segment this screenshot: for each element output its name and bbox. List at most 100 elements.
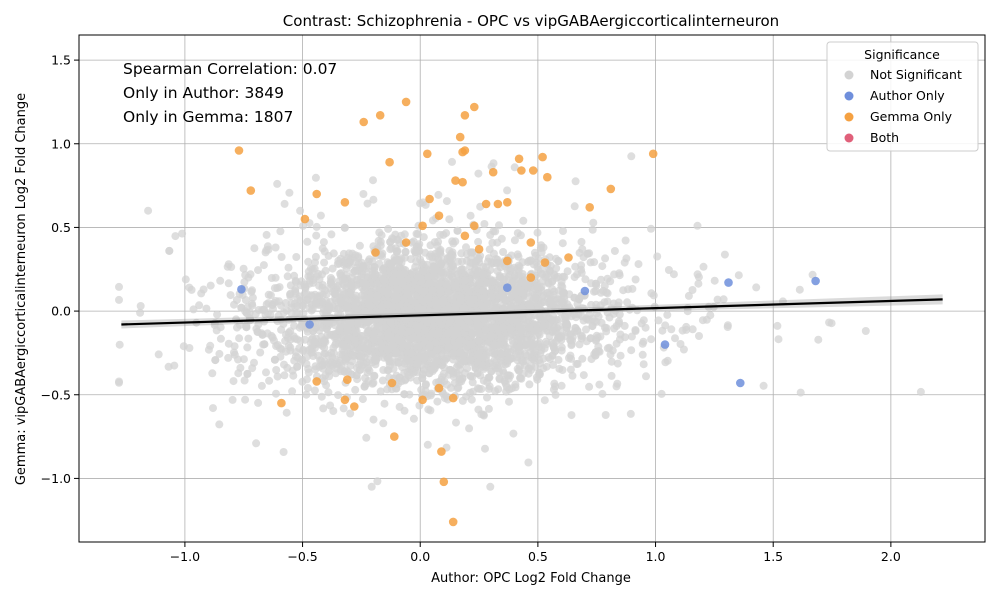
not-significant-point (376, 387, 385, 396)
not-significant-point (423, 440, 432, 449)
not-significant-point (271, 273, 280, 282)
not-significant-point (311, 299, 320, 308)
not-significant-point (273, 341, 282, 349)
not-significant-point (607, 357, 616, 366)
not-significant-point (224, 353, 233, 362)
legend-marker-not-significant (844, 70, 854, 80)
not-significant-point (424, 405, 433, 414)
not-significant-point (613, 359, 622, 368)
not-significant-point (443, 329, 452, 338)
not-significant-point (298, 377, 307, 386)
not-significant-point (363, 199, 372, 208)
not-significant-point (455, 318, 464, 327)
not-significant-point (291, 303, 300, 311)
not-significant-point (483, 393, 491, 402)
not-significant-point (559, 227, 567, 235)
not-significant-point (478, 353, 487, 362)
not-significant-point (639, 337, 648, 346)
not-significant-point (444, 288, 453, 297)
not-significant-point (562, 319, 571, 328)
not-significant-point (290, 271, 299, 280)
not-significant-point (449, 349, 458, 358)
y-tick-label: 0.5 (51, 220, 71, 235)
gemma-only-point (340, 395, 350, 405)
legend-label-gemma-only: Gemma Only (870, 109, 953, 124)
not-significant-point (361, 307, 370, 316)
not-significant-point (444, 318, 453, 327)
y-tick-label: 0.0 (51, 304, 71, 319)
not-significant-point (277, 325, 286, 334)
not-significant-point (671, 334, 679, 343)
x-tick-label: 0.5 (528, 549, 548, 564)
not-significant-point (437, 272, 446, 281)
not-significant-point (591, 348, 600, 357)
not-significant-point (413, 230, 422, 239)
not-significant-point (408, 268, 417, 277)
gemma-only-point (606, 184, 616, 194)
not-significant-point (343, 302, 352, 311)
not-significant-point (561, 312, 570, 321)
not-significant-point (292, 348, 300, 357)
not-significant-point (478, 362, 486, 371)
not-significant-point (601, 254, 610, 263)
not-significant-point (383, 300, 392, 309)
not-significant-point (424, 295, 433, 303)
not-significant-point (683, 307, 692, 316)
not-significant-point (397, 328, 406, 337)
not-significant-point (413, 326, 422, 334)
not-significant-point (242, 323, 251, 332)
not-significant-point (459, 357, 468, 366)
not-significant-point (334, 281, 342, 290)
not-significant-point (327, 358, 336, 367)
gemma-only-point (488, 167, 498, 177)
not-significant-point (474, 237, 483, 246)
not-significant-point (624, 285, 633, 294)
not-significant-point (474, 336, 483, 345)
not-significant-point (303, 237, 312, 246)
not-significant-point (490, 312, 499, 321)
gemma-only-point (375, 111, 385, 120)
not-significant-point (392, 349, 401, 358)
not-significant-point (310, 386, 319, 395)
not-significant-point (638, 350, 647, 359)
not-significant-point (507, 316, 516, 325)
not-significant-point (213, 310, 222, 319)
gemma-only-point (418, 395, 427, 405)
not-significant-point (171, 232, 180, 241)
not-significant-point (578, 354, 587, 363)
not-significant-point (348, 351, 357, 360)
chart-title: Contrast: Schizophrenia - OPC vs vipGABA… (283, 12, 779, 30)
not-significant-point (370, 316, 379, 325)
not-significant-point (288, 387, 297, 396)
not-significant-point (491, 227, 500, 236)
gemma-only-point (538, 152, 547, 162)
not-significant-point (389, 341, 397, 350)
not-significant-point (486, 482, 495, 491)
not-significant-point (425, 349, 434, 358)
not-significant-point (513, 364, 522, 373)
not-significant-point (473, 315, 482, 324)
x-tick-label: −1.0 (170, 549, 200, 564)
not-significant-point (260, 340, 269, 349)
not-significant-point (115, 377, 123, 386)
not-significant-point (243, 343, 252, 352)
gemma-only-point (460, 231, 470, 241)
not-significant-point (540, 344, 549, 353)
not-significant-point (326, 401, 335, 410)
not-significant-point (493, 238, 502, 247)
not-significant-point (442, 197, 451, 206)
not-significant-point (514, 295, 523, 304)
not-significant-point (279, 308, 288, 317)
not-significant-point (548, 277, 557, 286)
not-significant-point (548, 315, 557, 324)
not-significant-point (373, 291, 381, 300)
not-significant-point (480, 220, 489, 228)
not-significant-point (357, 352, 366, 361)
not-significant-point (360, 360, 369, 369)
not-significant-point (647, 289, 656, 298)
not-significant-point (319, 404, 328, 413)
not-significant-point (684, 291, 693, 300)
not-significant-point (478, 286, 487, 295)
not-significant-point (242, 309, 251, 317)
not-significant-point (623, 298, 632, 307)
